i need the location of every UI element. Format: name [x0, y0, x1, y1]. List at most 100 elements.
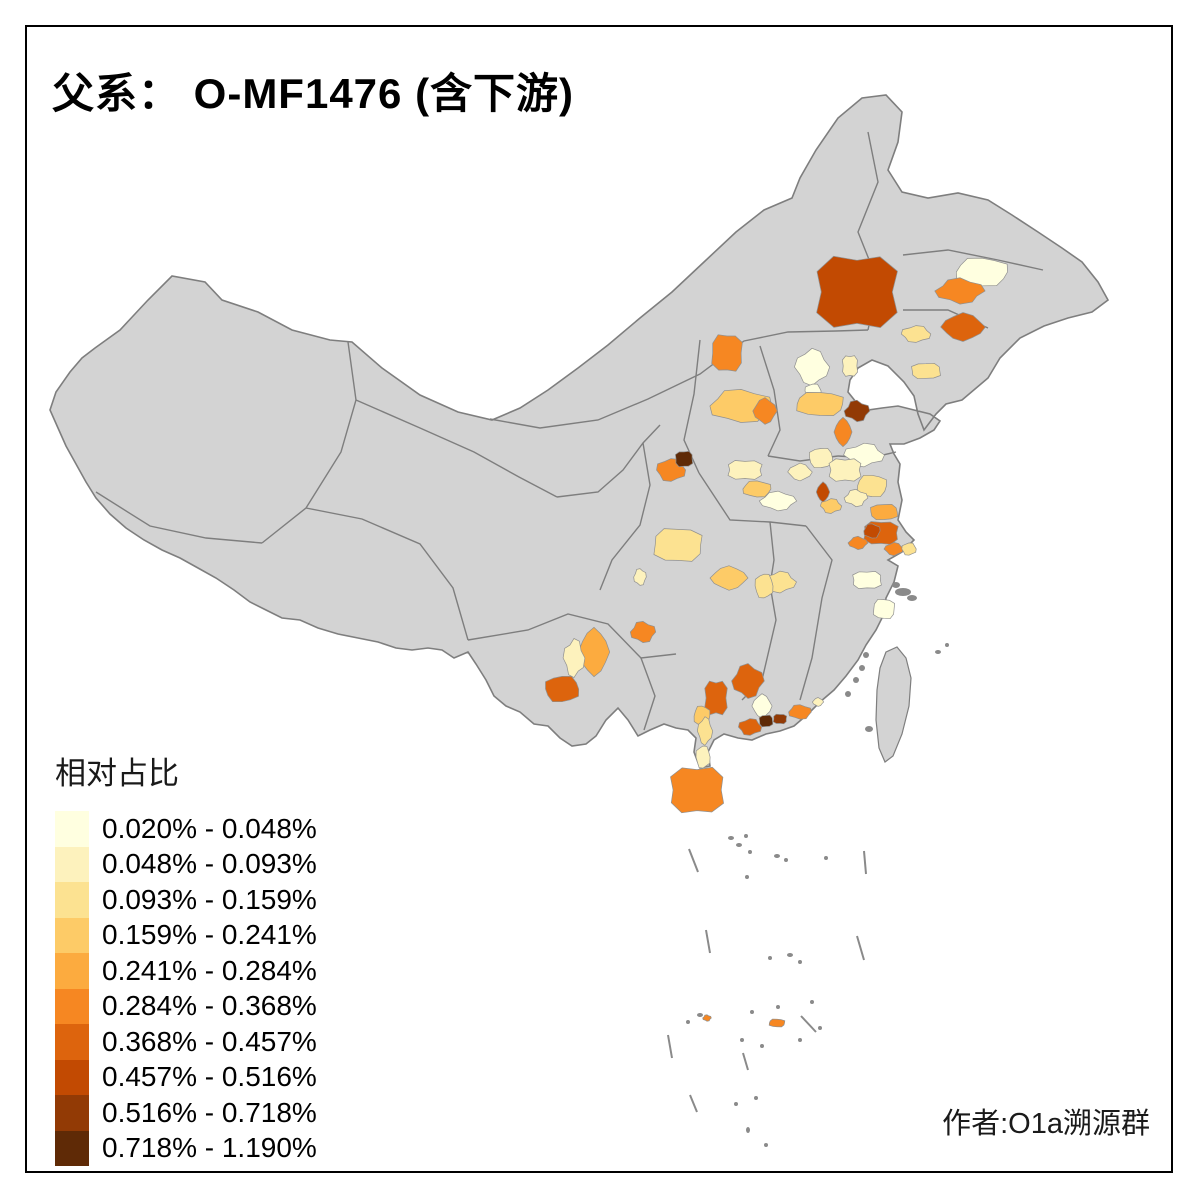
prefecture-patch: [940, 312, 986, 342]
dash-segment: [800, 1015, 817, 1033]
prefecture-patch: [704, 680, 728, 716]
prefecture-patch: [900, 325, 932, 343]
dash-segment: [742, 1052, 749, 1071]
legend-label: 0.241% - 0.284%: [102, 954, 317, 986]
dash-segment: [863, 850, 867, 875]
legend-label: 0.457% - 0.516%: [102, 1061, 317, 1093]
islet: [746, 1127, 750, 1133]
islet: [776, 1005, 780, 1009]
legend-item: 0.241% - 0.284%: [55, 953, 317, 989]
legend-swatch-10: [55, 1130, 89, 1166]
legend-item: 0.457% - 0.516%: [55, 1059, 317, 1095]
province-borders: [95, 131, 1044, 731]
legend-swatch-4: [55, 917, 89, 953]
prefecture-patch: [758, 714, 774, 728]
islet: [764, 1143, 768, 1147]
prefecture-patch: [562, 638, 586, 679]
legend-title: 相对占比: [55, 756, 179, 791]
prefecture-patch: [788, 704, 812, 720]
prefecture-patch: [633, 568, 647, 586]
prefecture-patch: [820, 498, 843, 514]
legend-swatch-3: [55, 882, 89, 918]
legend-label: 0.159% - 0.241%: [102, 919, 317, 951]
legend-item: 0.516% - 0.718%: [55, 1095, 317, 1131]
prefecture-patch: [852, 571, 882, 589]
dash-segment: [689, 1094, 698, 1113]
prefecture-patch: [675, 450, 694, 468]
prefecture-patch: [742, 480, 772, 498]
prefecture-patch: [670, 766, 724, 814]
prefecture-patch: [833, 416, 853, 448]
prefecture-patch: [955, 257, 1008, 287]
prefecture-patch: [842, 355, 858, 377]
islet: [935, 650, 941, 654]
prefecture-patch: [847, 535, 869, 550]
legend-label: 0.368% - 0.457%: [102, 1025, 317, 1057]
prefecture-patch: [911, 362, 941, 380]
legend-label: 0.048% - 0.093%: [102, 848, 317, 880]
prefecture-patch: [702, 1014, 712, 1022]
islet: [745, 875, 749, 879]
legend-label: 0.093% - 0.159%: [102, 883, 317, 915]
legend-swatch-1: [55, 811, 89, 847]
islet: [859, 665, 865, 671]
dash-segment: [856, 935, 865, 961]
legend-item: 0.284% - 0.368%: [55, 988, 317, 1024]
islet: [774, 854, 780, 858]
prefecture-patch: [545, 676, 580, 703]
islet: [760, 1044, 764, 1048]
islet: [863, 652, 869, 658]
islet: [892, 582, 900, 588]
islet: [798, 960, 802, 964]
legend-label: 0.718% - 1.190%: [102, 1132, 317, 1164]
islet: [810, 1000, 814, 1004]
islet: [907, 595, 917, 601]
legend-swatch-9: [55, 1095, 89, 1131]
islet: [845, 691, 851, 697]
islet: [784, 858, 788, 862]
islet: [697, 1013, 703, 1017]
prefecture-patch: [794, 347, 831, 387]
prefecture-patches: [545, 255, 1008, 1028]
prefecture-patch: [883, 542, 905, 557]
author-credit: 作者:O1a溯源群: [942, 1108, 1150, 1140]
islet: [865, 726, 873, 732]
prefecture-patch: [815, 481, 831, 503]
islet: [734, 1102, 738, 1106]
prefecture-patch: [772, 713, 788, 725]
legend-swatch-2: [55, 846, 89, 882]
prefecture-patch: [934, 277, 986, 305]
islet: [748, 850, 752, 854]
prefecture-patch: [768, 1018, 786, 1028]
islet: [798, 1038, 802, 1042]
legend-item: 0.048% - 0.093%: [55, 846, 317, 882]
legend-rows: 0.020% - 0.048% 0.048% - 0.093% 0.093% - 0…: [55, 811, 317, 1166]
prefecture-patch: [653, 528, 703, 562]
prefecture-patch: [870, 503, 898, 521]
coastal-islets: [686, 582, 949, 1147]
prefecture-patch: [711, 334, 743, 372]
prefecture-patch: [843, 488, 869, 508]
legend-item: 0.368% - 0.457%: [55, 1024, 317, 1060]
prefecture-patch: [758, 490, 798, 512]
legend-label: 0.516% - 0.718%: [102, 1096, 317, 1128]
legend-item: 0.093% - 0.159%: [55, 882, 317, 918]
prefecture-patch: [696, 716, 714, 746]
legend-item: 0.718% - 1.190%: [55, 1130, 317, 1166]
prefecture-patch: [828, 458, 862, 482]
prefecture-patch: [629, 621, 657, 643]
prefecture-patch: [863, 523, 881, 539]
prefecture-patch: [857, 474, 887, 498]
prefecture-patch: [695, 745, 711, 769]
dash-segment: [667, 1034, 673, 1059]
islet: [768, 956, 772, 960]
prefecture-patch: [811, 697, 825, 707]
legend-swatch-6: [55, 988, 89, 1024]
legend: 相对占比 0.020% - 0.048% 0.048% - 0.093% 0.093…: [55, 748, 317, 1166]
legend-label: 0.284% - 0.368%: [102, 990, 317, 1022]
prefecture-patch: [816, 255, 898, 328]
islet: [686, 1020, 690, 1024]
islet: [853, 677, 859, 683]
